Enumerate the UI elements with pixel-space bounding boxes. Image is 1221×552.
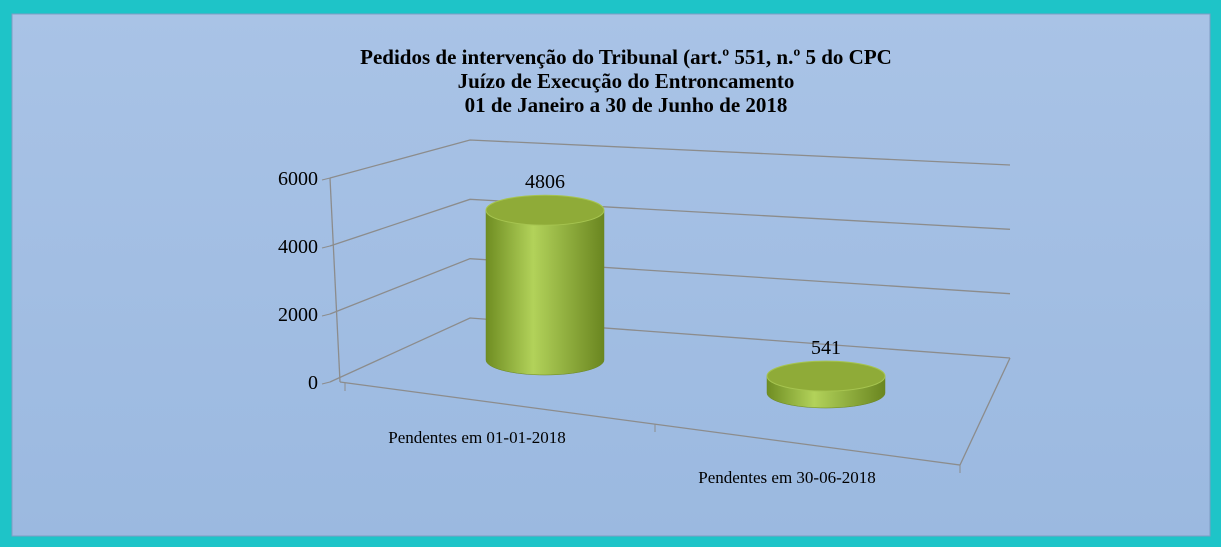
y-tick-label: 2000 xyxy=(278,304,318,326)
value-label: 541 xyxy=(811,337,841,359)
y-axis xyxy=(329,177,341,383)
plot-panel xyxy=(11,13,1211,537)
grid-line xyxy=(329,317,1011,383)
y-tick xyxy=(321,245,331,249)
x-tick-label: Pendentes em 30-06-2018 xyxy=(698,468,876,487)
chart-title: 01 de Janeiro a 30 de Junho de 2018 xyxy=(465,93,788,117)
y-tick xyxy=(321,313,331,317)
y-tick xyxy=(321,381,331,385)
grid-line xyxy=(329,198,1011,247)
chart-title: Pedidos de intervenção do Tribunal (art.… xyxy=(360,45,892,69)
cylinder-body xyxy=(485,209,605,376)
chart-title: Juízo de Execução do Entroncamento xyxy=(458,69,795,93)
y-tick-label: 4000 xyxy=(278,236,318,258)
y-tick xyxy=(321,177,331,181)
value-label: 4806 xyxy=(525,171,565,193)
grid-line xyxy=(329,139,1011,179)
cylinder-top xyxy=(485,194,605,226)
cylinder-top xyxy=(766,360,886,392)
y-tick-label: 6000 xyxy=(278,168,318,190)
x-tick-label: Pendentes em 01-01-2018 xyxy=(388,428,566,447)
y-tick-label: 0 xyxy=(308,372,318,394)
grid-line xyxy=(329,258,1011,315)
